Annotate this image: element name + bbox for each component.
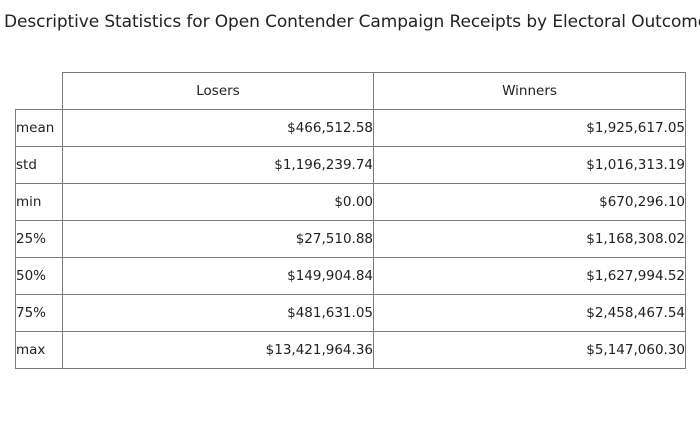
table-row: 25% $27,510.88 $1,168,308.02 bbox=[15, 220, 686, 258]
cell-winners: $670,296.10 bbox=[373, 183, 686, 221]
header-corner bbox=[16, 73, 63, 110]
table-row: 75% $481,631.05 $2,458,467.54 bbox=[15, 294, 686, 332]
row-label: min bbox=[15, 183, 63, 221]
row-label: 50% bbox=[15, 257, 63, 295]
row-label: 75% bbox=[15, 294, 63, 332]
cell-winners: $1,627,994.52 bbox=[373, 257, 686, 295]
cell-losers: $1,196,239.74 bbox=[62, 146, 374, 184]
row-label: max bbox=[15, 331, 63, 369]
cell-winners: $1,016,313.19 bbox=[373, 146, 686, 184]
cell-losers: $0.00 bbox=[62, 183, 374, 221]
table-row: mean $466,512.58 $1,925,617.05 bbox=[15, 109, 686, 147]
cell-losers: $481,631.05 bbox=[62, 294, 374, 332]
cell-winners: $1,168,308.02 bbox=[373, 220, 686, 258]
statistics-table: Losers Winners mean $466,512.58 $1,925,617… bbox=[15, 72, 686, 369]
cell-winners: $1,925,617.05 bbox=[373, 109, 686, 147]
cell-losers: $27,510.88 bbox=[62, 220, 374, 258]
table-row: min $0.00 $670,296.10 bbox=[15, 183, 686, 221]
table-header-row: Losers Winners bbox=[16, 72, 686, 110]
column-header-losers: Losers bbox=[62, 72, 374, 110]
row-label: 25% bbox=[15, 220, 63, 258]
cell-losers: $149,904.84 bbox=[62, 257, 374, 295]
cell-losers: $466,512.58 bbox=[62, 109, 374, 147]
table-row: max $13,421,964.36 $5,147,060.30 bbox=[15, 331, 686, 369]
table-row: 50% $149,904.84 $1,627,994.52 bbox=[15, 257, 686, 295]
chart-title: Descriptive Statistics for Open Contende… bbox=[4, 12, 700, 32]
cell-winners: $5,147,060.30 bbox=[373, 331, 686, 369]
column-header-winners: Winners bbox=[373, 72, 686, 110]
cell-losers: $13,421,964.36 bbox=[62, 331, 374, 369]
table-row: std $1,196,239.74 $1,016,313.19 bbox=[15, 146, 686, 184]
row-label: mean bbox=[15, 109, 63, 147]
cell-winners: $2,458,467.54 bbox=[373, 294, 686, 332]
row-label: std bbox=[15, 146, 63, 184]
